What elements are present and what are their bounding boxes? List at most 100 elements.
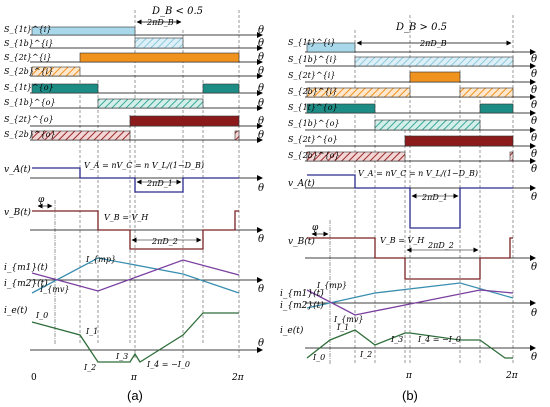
panel-a-I2: I_2	[83, 363, 96, 372]
panel-a-vA-eq: V_A = nV_C = n V_L/(1−D_B)	[84, 161, 204, 170]
panel-a-tick-pi: π	[130, 373, 138, 383]
pulse-a-s1t-o-2	[202, 83, 240, 94]
panel-a-I3: I_3	[115, 352, 128, 361]
label-a-s1t-i: S_{1t}^{i}	[4, 25, 51, 34]
panel-a: D_B < 0.5 2πD_B S_	[4, 6, 264, 403]
panel-b-vB-eq: V_B = V_H	[380, 236, 425, 245]
panel-a-theta-im: θ	[258, 284, 264, 295]
pulse-a-s1b-o	[97, 98, 204, 109]
panel-b-theta-ie: θ	[531, 352, 537, 363]
panel-b-vB-label: v_B(t)	[288, 236, 315, 247]
panel-b-im2-label: i_{m2}(t)	[280, 300, 324, 311]
svg-text:θ: θ	[531, 69, 537, 80]
panel-b-theta-labels-top: θ θ θ θ θ θ θ θ	[531, 54, 537, 175]
panel-b-theta-im: θ	[531, 308, 537, 319]
svg-text:θ: θ	[531, 164, 537, 175]
label-b-s2t-i: S_{2t}^{i}	[288, 71, 335, 80]
pulse-b-s2t-o	[404, 135, 514, 147]
panel-b-tick-pi: π	[405, 371, 413, 381]
panel-b-guides	[329, 15, 514, 365]
label-a-s1t-o: S_{1t}^{o}	[4, 83, 54, 92]
panel-b-ie-label: i_e(t)	[280, 325, 304, 336]
panel-a-caption: (a)	[127, 388, 143, 403]
panel-a-theta-vB: θ	[258, 234, 264, 245]
panel-a-phi: φ	[38, 195, 45, 205]
svg-text:θ: θ	[258, 116, 264, 127]
svg-text:θ: θ	[531, 149, 537, 160]
svg-text:θ: θ	[258, 38, 264, 49]
pulse-b-s1t-o-1	[306, 103, 376, 114]
label-b-s1b-o: S_{1b}^{o}	[288, 119, 340, 128]
panel-b-condition: D_B > 0.5	[395, 22, 447, 33]
panel-a-ie-label: i_e(t)	[4, 305, 28, 316]
panel-a-im2-label: i_{m2}(t)	[4, 278, 48, 289]
panel-b-I0: I_0	[312, 353, 325, 362]
panel-a-condition: D_B < 0.5	[151, 6, 203, 17]
panel-a-vB-label: v_B(t)	[4, 207, 31, 218]
label-b-s2b-i: S_{2b}^{i}	[288, 87, 337, 96]
svg-text:θ: θ	[258, 83, 264, 94]
panel-b-vA-eq: V_A = nV_C = n V_L/(1−D_B)	[358, 169, 478, 178]
pulse-a-s2b-o-2	[234, 130, 240, 141]
label-a-s2t-o: S_{2t}^{o}	[4, 115, 54, 124]
pulse-a-s2t-o	[129, 115, 240, 127]
pulse-a-s1b-i	[134, 37, 184, 49]
panel-b-switch-labels: S_{1t}^{i} S_{1b}^{i} S_{2t}^{i} S_{2b}^…	[288, 38, 340, 160]
panel-b-I3: I_3	[390, 335, 403, 344]
label-a-s2b-i: S_{2b}^{i}	[4, 67, 53, 76]
panel-a-d2-label: 2πD_2	[151, 237, 178, 246]
pulse-b-s2b-i-2	[459, 87, 514, 98]
svg-text:θ: θ	[531, 116, 537, 127]
pulse-a-s2b-o-1	[31, 130, 131, 141]
svg-text:θ: θ	[258, 66, 264, 77]
panel-a-theta-ie: θ	[258, 338, 264, 349]
label-a-s1b-i: S_{1b}^{i}	[4, 39, 53, 48]
panel-b-caption: (b)	[402, 388, 418, 403]
pulse-b-s2b-o-1	[306, 151, 406, 162]
panel-a-imp: I_{mp}	[85, 255, 116, 264]
panel-b-phi: φ	[312, 223, 319, 233]
panel-b-tick-2pi: 2π	[505, 371, 519, 381]
panel-a-switch-pulses	[31, 26, 240, 141]
panel-a-im1-wave	[31, 257, 240, 294]
panel-b: D_B > 0.5 2πD_B S_{1t}^{i}	[280, 15, 537, 403]
panel-a-theta-vA: θ	[258, 183, 264, 194]
pulse-a-s1t-o-1	[31, 83, 99, 94]
panel-a-vA-wave	[32, 167, 239, 193]
pulse-b-s2b-o-2	[509, 151, 514, 162]
svg-text:θ: θ	[258, 25, 264, 36]
svg-text:θ: θ	[531, 133, 537, 144]
panel-b-imp: I_{mp}	[316, 281, 347, 290]
pulse-b-s1b-i	[354, 56, 514, 67]
panel-b-vA-wave	[307, 174, 513, 229]
panel-a-d1-label: 2πD_1	[146, 179, 173, 188]
label-a-s2t-i: S_{2t}^{i}	[4, 53, 51, 62]
pulse-b-s1b-o	[374, 119, 481, 131]
label-a-s1b-o: S_{1b}^{o}	[4, 98, 56, 107]
panel-b-switch-pulses	[306, 42, 514, 162]
panel-b-imv: I_{mv}	[333, 315, 363, 324]
panel-b-vA-label: v_A(t)	[288, 178, 315, 189]
svg-text:θ: θ	[531, 100, 537, 111]
panel-b-I1: I_1	[336, 323, 349, 332]
panel-b-vB-wave	[307, 237, 513, 280]
panel-a-vA-label: v_A(t)	[4, 164, 31, 175]
panel-a-tick-0: 0	[31, 373, 37, 383]
pulse-a-s2b-i	[31, 66, 81, 77]
label-b-s2t-o: S_{2t}^{o}	[288, 135, 338, 144]
pulse-a-s2t-i	[79, 52, 240, 63]
panel-b-I2: I_2	[359, 350, 372, 359]
panel-b-theta-vB: θ	[531, 262, 537, 273]
pulse-b-s1t-o-2	[479, 103, 514, 114]
svg-text:θ: θ	[258, 98, 264, 109]
label-b-s2b-o: S_{2b}^{o}	[288, 151, 340, 160]
panel-a-I1: I_1	[85, 327, 98, 336]
panel-b-phase-label: 2πD_B	[419, 39, 447, 48]
panel-b-ie-wave	[306, 329, 513, 359]
panel-a-ie-wave	[31, 312, 239, 363]
panel-a-tick-2pi: 2π	[231, 373, 245, 383]
panel-a-vB-wave	[32, 210, 239, 250]
pulse-b-s2t-i	[409, 71, 461, 83]
panel-a-theta-labels-top: θ θ θ θ θ θ θ θ	[258, 25, 264, 141]
